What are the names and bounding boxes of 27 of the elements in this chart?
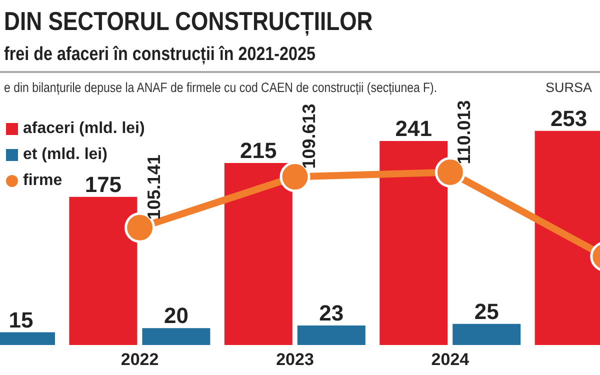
data-label: 20 — [164, 303, 188, 328]
data-label: 109.613 — [299, 104, 319, 169]
data-label: 15 — [8, 307, 34, 332]
bar — [297, 326, 366, 345]
legend-label: et (mld. lei) — [23, 146, 108, 164]
x-tick-label: 2022 — [120, 350, 159, 370]
chart-title: DIN SECTORUL CONSTRUCȚIILOR — [4, 6, 373, 37]
legend-label: firme — [23, 172, 62, 190]
data-label: 105.141 — [144, 154, 164, 220]
bar — [142, 328, 210, 345]
data-label: 241 — [395, 116, 432, 141]
bar — [380, 140, 448, 345]
legend-label: afaceri (mld. lei) — [23, 120, 145, 138]
data-label: 215 — [240, 138, 277, 163]
x-tick-label: 2023 — [276, 350, 314, 370]
bar — [224, 163, 292, 345]
data-label: 110.013 — [454, 100, 474, 164]
data-label: 25 — [474, 298, 499, 324]
chart-subtitle: frei de afaceri în construcții în 2021-2025 — [4, 44, 316, 66]
text: SURSA — [545, 80, 592, 95]
data-label: 253 — [550, 106, 588, 131]
text: e din bilanțurile depuse la ANAF de firmele cu cod CAEN de construcții (secțiunea F). — [4, 80, 438, 95]
data-label: 23 — [319, 300, 344, 326]
data-label: 175 — [84, 172, 122, 197]
bar — [452, 324, 521, 345]
bar — [69, 196, 138, 345]
x-tick-label: 2024 — [431, 350, 470, 370]
